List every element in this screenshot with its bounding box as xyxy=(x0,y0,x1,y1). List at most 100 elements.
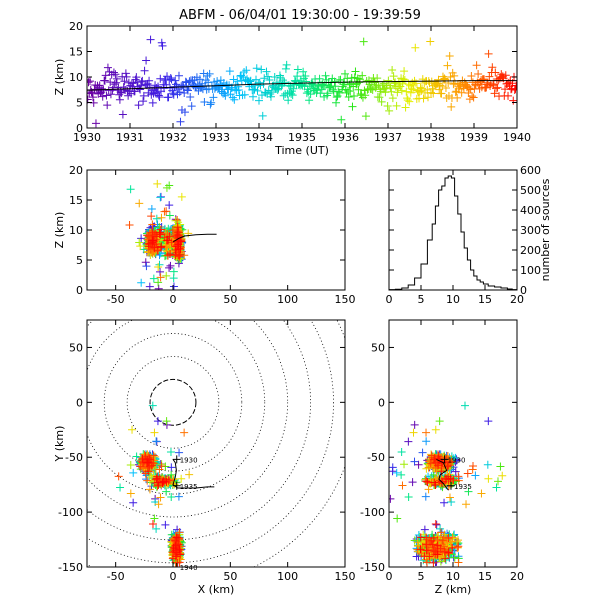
source-marker xyxy=(174,240,183,249)
source-marker xyxy=(457,88,466,97)
source-marker xyxy=(400,67,409,76)
source-marker xyxy=(446,72,455,81)
source-marker xyxy=(349,92,358,101)
source-marker xyxy=(466,85,475,94)
source-marker xyxy=(391,78,400,87)
source-marker xyxy=(422,437,431,446)
source-marker xyxy=(255,96,263,105)
x-tick-label: 100 xyxy=(277,293,298,306)
source-marker xyxy=(431,520,440,529)
source-marker xyxy=(91,119,100,128)
x-tick-label: 1936 xyxy=(331,131,359,144)
source-marker xyxy=(132,73,141,82)
source-marker xyxy=(464,487,473,496)
range-ring xyxy=(87,320,266,495)
source-marker xyxy=(280,78,289,87)
source-marker xyxy=(97,84,106,93)
source-marker xyxy=(450,71,459,80)
source-marker xyxy=(242,66,251,75)
source-marker xyxy=(171,251,180,260)
source-marker xyxy=(167,238,176,247)
x-tick-label: 15 xyxy=(478,293,492,306)
source-marker xyxy=(156,273,165,282)
x-tick-label: -50 xyxy=(107,293,125,306)
source-marker xyxy=(162,417,171,426)
source-marker xyxy=(205,69,214,78)
source-marker xyxy=(325,83,334,92)
altitude-histogram-y-axis-label: number of sources xyxy=(539,178,552,281)
source-marker xyxy=(225,67,234,76)
source-marker xyxy=(433,550,442,559)
source-marker xyxy=(149,274,158,283)
source-marker xyxy=(138,454,147,463)
source-marker xyxy=(408,478,417,487)
y-tick-label: 5 xyxy=(76,254,83,267)
source-marker xyxy=(305,96,314,105)
plan-view-track-line xyxy=(172,459,215,489)
source-marker xyxy=(279,91,288,100)
source-marker xyxy=(263,72,272,81)
source-marker xyxy=(165,263,174,272)
source-marker xyxy=(409,85,418,94)
source-marker xyxy=(161,228,170,237)
source-marker xyxy=(218,82,227,91)
source-marker xyxy=(103,101,112,110)
source-marker xyxy=(421,492,430,501)
x-tick-label: 5 xyxy=(418,570,425,583)
source-marker xyxy=(106,90,115,99)
annotation-label: 1930 xyxy=(448,456,466,464)
source-marker xyxy=(468,92,477,101)
source-marker xyxy=(257,65,266,74)
source-marker xyxy=(262,67,271,76)
source-marker xyxy=(284,96,293,105)
source-marker xyxy=(173,230,182,239)
source-marker xyxy=(400,75,409,84)
y-tick-label: 0 xyxy=(76,396,83,409)
source-marker xyxy=(414,460,423,469)
source-marker xyxy=(463,469,472,478)
source-marker xyxy=(125,220,134,229)
y-z-x-axis-label: Z (km) xyxy=(435,583,472,596)
source-marker xyxy=(450,553,459,562)
source-marker xyxy=(420,525,429,534)
source-marker xyxy=(152,474,161,483)
source-marker xyxy=(438,536,447,545)
source-marker xyxy=(145,485,154,494)
time-height-y-axis-label: Z (km) xyxy=(53,59,66,96)
x-tick-label: 1940 xyxy=(503,131,531,144)
source-marker xyxy=(412,79,421,88)
source-marker xyxy=(426,37,435,46)
source-marker xyxy=(504,91,513,100)
source-marker xyxy=(469,93,478,102)
source-marker xyxy=(118,110,127,119)
source-marker xyxy=(462,500,471,509)
source-marker xyxy=(491,68,500,77)
source-marker xyxy=(149,451,158,460)
source-marker xyxy=(157,462,166,471)
y-z-panel: 0 5 10 15 20 -150 -100 -50 0 50 Z (km) 1930 1935 xyxy=(360,319,524,596)
source-marker xyxy=(387,87,396,96)
y-tick-label: 5 xyxy=(76,97,83,110)
source-marker xyxy=(175,545,184,554)
source-marker xyxy=(424,463,433,472)
source-marker xyxy=(418,448,427,457)
source-marker xyxy=(492,84,501,93)
x-tick-label: 1933 xyxy=(202,131,230,144)
source-marker xyxy=(441,554,450,563)
source-marker xyxy=(109,68,118,77)
source-marker xyxy=(512,81,517,90)
source-marker xyxy=(436,528,445,537)
source-marker xyxy=(359,37,368,46)
source-marker xyxy=(425,457,434,466)
source-marker xyxy=(331,82,340,91)
source-marker xyxy=(152,232,161,241)
x-tick-label: 50 xyxy=(223,293,237,306)
source-marker xyxy=(162,207,171,216)
time-height-x-axis-label: Time (UT) xyxy=(274,144,329,157)
source-marker xyxy=(206,100,215,109)
source-marker xyxy=(165,211,174,220)
source-marker xyxy=(161,520,170,529)
source-marker xyxy=(270,72,279,81)
source-marker xyxy=(176,117,185,126)
source-marker xyxy=(437,89,446,98)
